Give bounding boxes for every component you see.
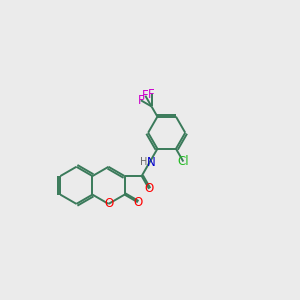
- Text: F: F: [137, 94, 144, 107]
- Text: O: O: [104, 197, 113, 210]
- Text: H: H: [140, 157, 148, 166]
- Text: F: F: [148, 88, 155, 100]
- Text: F: F: [142, 89, 149, 102]
- Text: N: N: [146, 156, 155, 169]
- Text: O: O: [133, 196, 142, 209]
- Text: Cl: Cl: [178, 155, 189, 168]
- Text: O: O: [144, 182, 154, 195]
